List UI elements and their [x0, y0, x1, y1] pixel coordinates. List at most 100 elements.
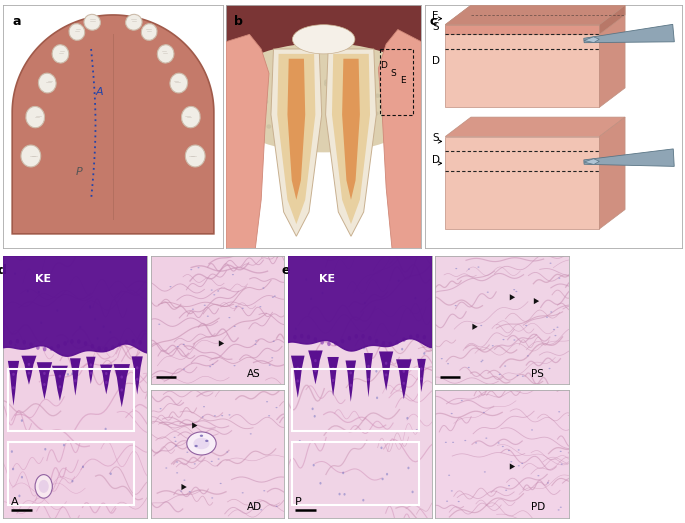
Polygon shape	[584, 159, 599, 164]
Ellipse shape	[212, 364, 214, 365]
Ellipse shape	[357, 107, 362, 111]
Ellipse shape	[27, 363, 30, 366]
Ellipse shape	[189, 491, 190, 492]
Polygon shape	[445, 5, 625, 25]
Ellipse shape	[214, 415, 216, 416]
Ellipse shape	[27, 371, 30, 374]
Ellipse shape	[260, 306, 262, 308]
Ellipse shape	[314, 369, 316, 372]
Ellipse shape	[486, 438, 487, 439]
Ellipse shape	[483, 412, 485, 413]
Ellipse shape	[97, 346, 101, 351]
Ellipse shape	[409, 335, 412, 339]
Ellipse shape	[121, 376, 123, 379]
Ellipse shape	[553, 329, 555, 330]
Ellipse shape	[451, 413, 453, 414]
Ellipse shape	[382, 477, 384, 480]
Ellipse shape	[343, 493, 346, 496]
Ellipse shape	[12, 373, 15, 376]
Ellipse shape	[549, 263, 551, 264]
Ellipse shape	[160, 408, 162, 410]
Ellipse shape	[497, 442, 499, 444]
Ellipse shape	[550, 311, 552, 313]
Ellipse shape	[234, 326, 236, 327]
Ellipse shape	[84, 14, 101, 30]
Ellipse shape	[12, 468, 14, 470]
Ellipse shape	[35, 475, 52, 498]
Ellipse shape	[305, 278, 308, 281]
Ellipse shape	[38, 480, 49, 493]
Ellipse shape	[63, 444, 65, 447]
Ellipse shape	[40, 322, 42, 324]
Ellipse shape	[218, 458, 220, 460]
Text: PS: PS	[531, 369, 544, 379]
Ellipse shape	[66, 340, 69, 343]
Ellipse shape	[43, 383, 46, 386]
Text: P: P	[76, 167, 82, 177]
Ellipse shape	[560, 507, 562, 508]
Ellipse shape	[310, 298, 312, 300]
Ellipse shape	[89, 306, 91, 309]
Ellipse shape	[141, 24, 157, 40]
Ellipse shape	[477, 266, 480, 268]
Text: S: S	[432, 21, 439, 31]
Ellipse shape	[29, 343, 33, 347]
Ellipse shape	[84, 341, 88, 346]
Ellipse shape	[158, 324, 160, 325]
Polygon shape	[473, 324, 477, 330]
Ellipse shape	[338, 493, 340, 495]
Ellipse shape	[209, 366, 211, 367]
Ellipse shape	[63, 341, 67, 346]
Polygon shape	[445, 117, 625, 137]
Ellipse shape	[280, 78, 285, 83]
Ellipse shape	[110, 331, 112, 334]
Ellipse shape	[558, 278, 560, 279]
Bar	[292, 369, 419, 431]
Ellipse shape	[388, 342, 392, 346]
Text: A: A	[10, 497, 18, 507]
Ellipse shape	[190, 269, 192, 270]
Polygon shape	[584, 25, 674, 43]
Ellipse shape	[504, 366, 506, 367]
Ellipse shape	[274, 295, 276, 297]
Polygon shape	[52, 366, 68, 401]
Ellipse shape	[59, 374, 61, 378]
Ellipse shape	[312, 407, 314, 410]
Ellipse shape	[74, 368, 77, 371]
Polygon shape	[584, 149, 674, 166]
Text: E: E	[400, 76, 406, 85]
Ellipse shape	[403, 382, 405, 385]
Ellipse shape	[50, 346, 53, 351]
Ellipse shape	[250, 433, 252, 435]
Ellipse shape	[480, 361, 482, 362]
Ellipse shape	[560, 463, 562, 465]
Ellipse shape	[56, 309, 58, 312]
Text: d: d	[0, 264, 7, 277]
Ellipse shape	[376, 396, 378, 399]
Ellipse shape	[43, 347, 47, 351]
Ellipse shape	[287, 87, 292, 91]
Ellipse shape	[416, 429, 418, 431]
Ellipse shape	[90, 344, 94, 349]
Polygon shape	[21, 356, 36, 385]
Ellipse shape	[341, 339, 345, 344]
Ellipse shape	[468, 268, 470, 270]
Ellipse shape	[455, 305, 457, 306]
Ellipse shape	[175, 446, 177, 447]
Ellipse shape	[193, 438, 210, 449]
Ellipse shape	[97, 337, 99, 340]
Ellipse shape	[314, 359, 316, 362]
Ellipse shape	[125, 340, 128, 345]
Ellipse shape	[205, 440, 208, 442]
Ellipse shape	[23, 340, 26, 345]
Ellipse shape	[71, 480, 73, 482]
Ellipse shape	[70, 339, 74, 344]
Ellipse shape	[221, 415, 223, 416]
Text: PD: PD	[531, 502, 545, 512]
Text: AD: AD	[247, 502, 262, 512]
Text: S: S	[432, 133, 439, 143]
Ellipse shape	[94, 318, 96, 321]
Ellipse shape	[321, 270, 323, 272]
Ellipse shape	[158, 44, 174, 63]
Ellipse shape	[456, 268, 458, 269]
